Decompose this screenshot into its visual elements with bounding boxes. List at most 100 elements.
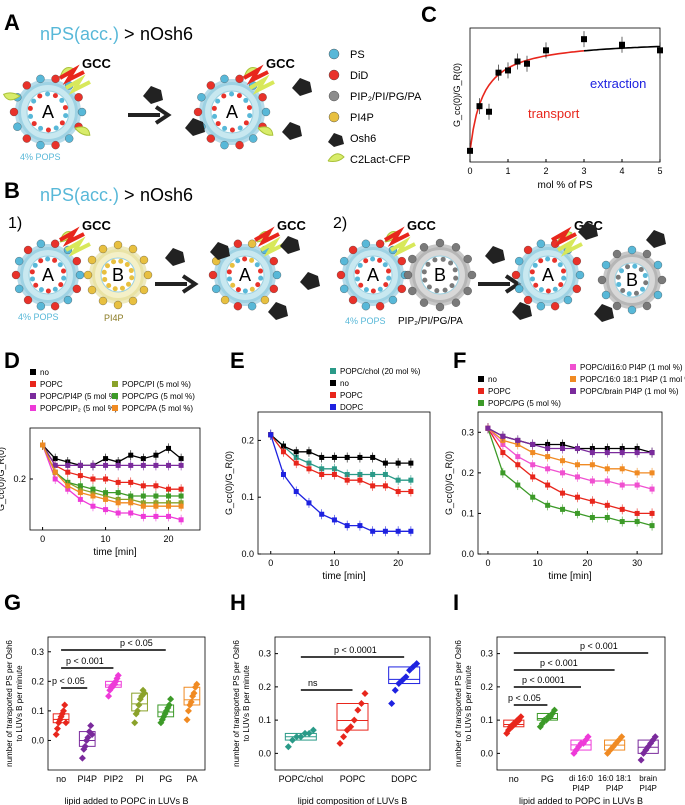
data-point	[90, 493, 96, 499]
lipid-dot	[361, 302, 371, 311]
data-point	[619, 482, 625, 488]
y-tick-label: 0.0	[461, 549, 474, 559]
lipid-dot	[643, 280, 649, 286]
lipid-dot	[538, 287, 544, 293]
lipid-dot	[32, 262, 38, 268]
vesicle-letter: B	[626, 270, 638, 290]
data-point	[52, 731, 60, 739]
osh6-protein	[578, 222, 598, 240]
y-axis-label: to LUVs B per minute	[242, 665, 251, 742]
data-point	[604, 450, 610, 456]
legend-swatch	[570, 376, 576, 382]
x-tick-label: 16:0 18:1	[598, 774, 632, 783]
data-point	[128, 493, 134, 499]
box	[336, 703, 369, 731]
data-point	[344, 471, 350, 477]
legend-swatch	[328, 48, 340, 60]
data-point	[306, 500, 312, 506]
lipid-dot	[36, 74, 45, 84]
data-point	[486, 108, 492, 115]
lipid-dot	[657, 275, 667, 285]
y-tick-label: 0.2	[13, 474, 26, 484]
x-tick-label: 3	[581, 166, 586, 176]
legend-swatch	[570, 364, 576, 370]
data-point	[153, 513, 159, 519]
vesicle-b2-b-after: B	[597, 245, 667, 315]
data-point	[515, 437, 521, 443]
schematic-legend: PS DiD PIP₂/PI/PG/PA PI4P Osh6 C2Lact-CFP	[327, 48, 422, 166]
x-axis-label: lipid added to POPC in LUVs B	[519, 796, 643, 805]
lipid-dot	[642, 301, 652, 311]
x-tick-label: PI	[135, 774, 144, 784]
lipid-dot	[348, 245, 358, 255]
lipid-dot	[235, 287, 241, 293]
data-point	[90, 503, 96, 509]
significance-label: p < 0.001	[540, 658, 578, 668]
data-point	[319, 511, 325, 517]
lipid-dot	[243, 120, 249, 126]
lipid-dot	[340, 256, 349, 266]
data-point	[395, 528, 401, 534]
data-point	[560, 506, 566, 512]
data-point	[357, 477, 363, 483]
lipid-dot	[370, 256, 376, 262]
x-tick-label: 5	[657, 166, 662, 176]
data-point	[193, 680, 201, 688]
legend-swatch	[330, 380, 336, 386]
gcc-label: GCC	[266, 56, 296, 71]
data-point	[60, 707, 68, 715]
lipid-dot	[626, 291, 632, 297]
lipid-dot	[118, 258, 124, 264]
data-point	[187, 698, 195, 706]
data-point	[545, 454, 551, 460]
lipid-dot	[529, 276, 535, 282]
data-point	[103, 456, 109, 462]
lipid-dot	[419, 243, 429, 252]
lipid-dot	[53, 125, 59, 131]
x-axis-label: mol % of PS	[537, 180, 592, 191]
legend-label: DOPC	[340, 403, 363, 412]
data-point	[560, 470, 566, 476]
data-point	[284, 743, 292, 751]
data-point	[153, 462, 159, 468]
data-point	[128, 510, 134, 516]
lipid-dot	[208, 270, 218, 280]
lipid-dot	[61, 275, 67, 281]
headline-ps: nPS(acc.)	[40, 24, 119, 44]
data-point	[166, 445, 172, 451]
lipid-dot	[83, 270, 93, 280]
legend-swatch	[570, 388, 576, 394]
lipid-dot	[50, 302, 60, 311]
osh6-protein	[268, 302, 288, 320]
legend-label: POPC	[340, 391, 363, 400]
data-point	[344, 454, 350, 460]
lipid-dot	[45, 91, 51, 97]
data-point	[293, 449, 299, 455]
data-point	[391, 686, 399, 694]
lipid-dot	[63, 113, 69, 119]
x-axis-label: time [min]	[322, 571, 366, 582]
data-point	[560, 446, 566, 452]
data-point	[183, 716, 191, 724]
lipid-dot	[220, 295, 230, 305]
lipid-dot	[616, 281, 622, 287]
laser-beam	[65, 74, 91, 95]
data-point	[331, 466, 337, 472]
gcc-laser: GCC	[59, 218, 112, 257]
x-tick-label: POPC/chol	[279, 774, 324, 784]
data-point	[87, 722, 95, 730]
vesicle-lumen	[528, 255, 568, 295]
data-point	[357, 471, 363, 477]
data-point	[77, 490, 83, 496]
lipid-dot	[632, 263, 638, 269]
lipid-dot	[235, 74, 244, 84]
x-tick-label: 0	[40, 534, 45, 544]
data-point	[530, 494, 536, 500]
lipid-dot	[536, 239, 546, 248]
vesicle-lumen	[353, 255, 393, 295]
lipid-dot	[65, 134, 74, 143]
lipid-dot	[128, 268, 134, 274]
process-arrow	[155, 274, 199, 294]
data-point	[131, 719, 139, 727]
